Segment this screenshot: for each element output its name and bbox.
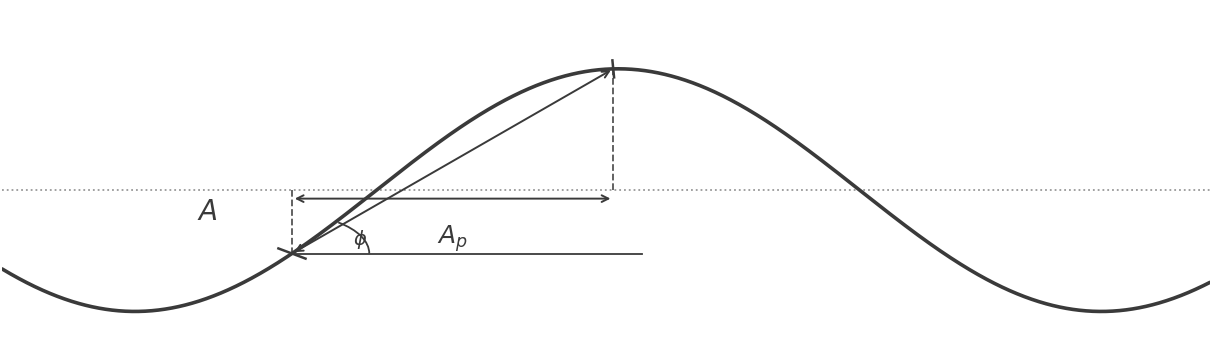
Text: $\phi$: $\phi$ [354,228,367,251]
Text: $A_p$: $A_p$ [438,223,468,253]
Text: $A$: $A$ [198,198,218,226]
